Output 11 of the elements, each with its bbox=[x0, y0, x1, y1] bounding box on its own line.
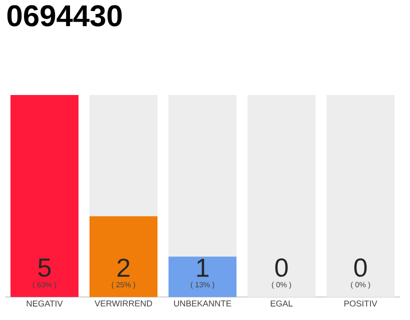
x-tick-label: UNBEKANNTE bbox=[174, 300, 232, 306]
data-label: 1 bbox=[197, 258, 208, 277]
x-tick-label: VERWIRREND bbox=[94, 300, 152, 306]
chart-title: 0694430 bbox=[7, 5, 122, 26]
x-tick-label: EGAL bbox=[270, 300, 293, 307]
data-label: 0 bbox=[354, 258, 367, 277]
data-label: 5 bbox=[38, 258, 51, 277]
x-tick-label: NEGATIV bbox=[26, 300, 63, 307]
data-label: 2 bbox=[118, 258, 130, 277]
x-tick-label: POSITIV bbox=[344, 300, 378, 307]
data-label: 0 bbox=[275, 258, 288, 277]
